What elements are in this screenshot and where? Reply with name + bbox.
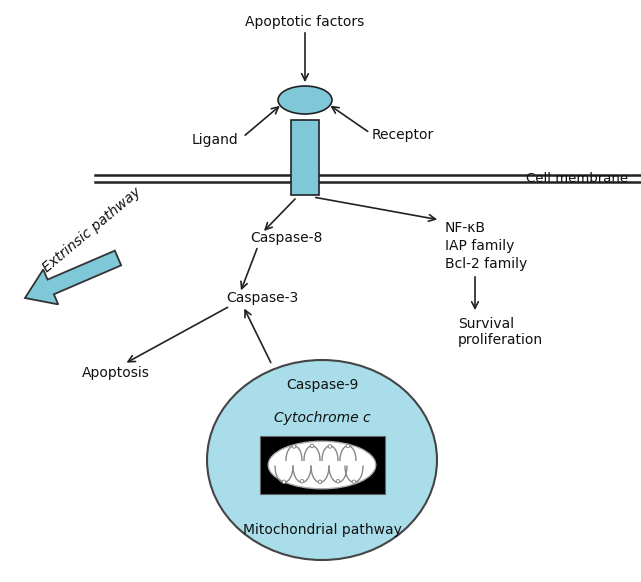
Text: Bcl-2 family: Bcl-2 family (445, 257, 528, 271)
Text: IAP family: IAP family (445, 239, 514, 253)
Text: Caspase-8: Caspase-8 (250, 231, 322, 245)
Text: Receptor: Receptor (372, 128, 434, 142)
Text: proliferation: proliferation (458, 333, 543, 347)
Text: NF-κB: NF-κB (445, 221, 486, 235)
Ellipse shape (337, 480, 340, 483)
Text: Survival: Survival (458, 317, 514, 331)
Text: Mitochondrial pathway: Mitochondrial pathway (242, 523, 401, 537)
Ellipse shape (207, 360, 437, 560)
Ellipse shape (268, 441, 376, 489)
Text: Extrinsic pathway: Extrinsic pathway (40, 185, 144, 275)
Ellipse shape (278, 86, 332, 114)
Bar (260, 436, 385, 494)
Bar (291, 120, 319, 195)
Text: Ligand: Ligand (192, 133, 238, 147)
Ellipse shape (328, 445, 332, 448)
Text: Cell membrane: Cell membrane (526, 172, 628, 186)
Ellipse shape (353, 480, 356, 484)
Ellipse shape (282, 480, 286, 484)
Ellipse shape (300, 480, 304, 483)
Text: Apoptotic factors: Apoptotic factors (246, 15, 365, 29)
Text: Apoptosis: Apoptosis (82, 366, 150, 380)
Ellipse shape (310, 444, 313, 448)
FancyArrow shape (25, 251, 121, 304)
Ellipse shape (346, 444, 350, 448)
Text: Caspase-9: Caspase-9 (286, 378, 358, 392)
Ellipse shape (292, 445, 296, 448)
Ellipse shape (318, 480, 322, 484)
Text: Cytochrome c: Cytochrome c (274, 411, 370, 425)
Text: Caspase-3: Caspase-3 (226, 291, 298, 305)
